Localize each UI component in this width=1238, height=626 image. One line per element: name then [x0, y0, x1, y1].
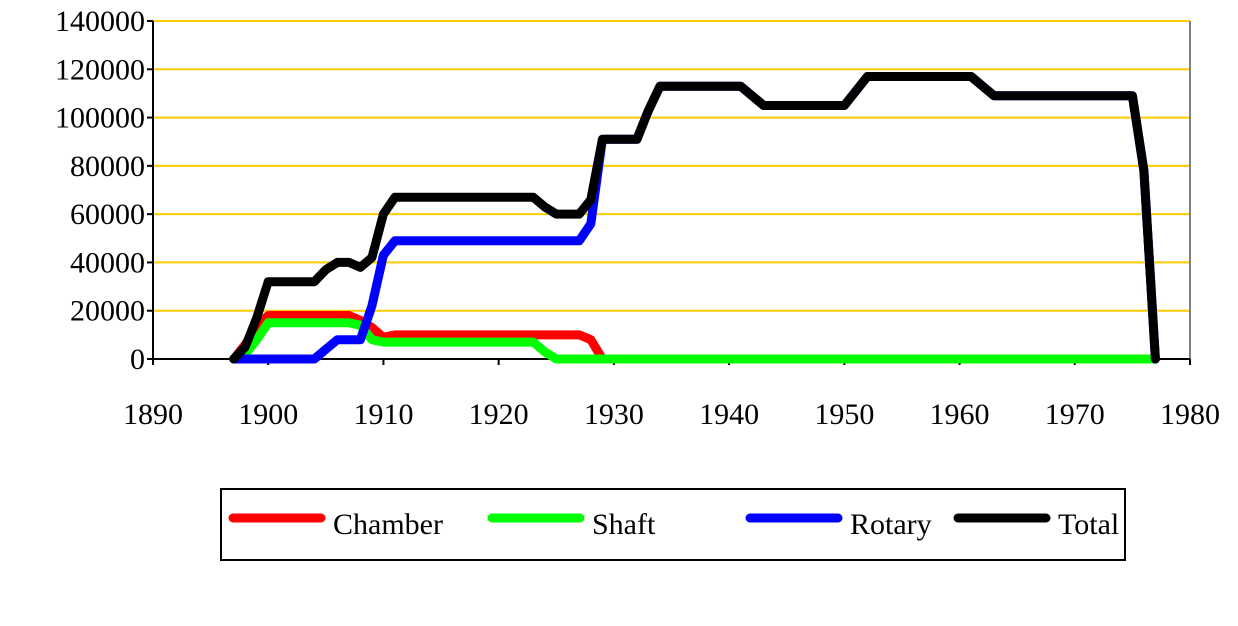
x-tick-label: 1910 [353, 398, 413, 431]
x-tick-label: 1950 [814, 398, 874, 431]
x-tick-label: 1920 [469, 398, 529, 431]
legend-label: Rotary [850, 508, 932, 541]
series-lines [229, 72, 1160, 364]
y-tick-label: 120000 [55, 53, 145, 86]
legend-label: Total [1058, 508, 1119, 541]
y-tick-label: 0 [130, 343, 145, 376]
legend-label: Chamber [333, 508, 443, 541]
legend: Chamber Shaft Rotary Total [220, 488, 1126, 561]
gridlines [153, 20, 1190, 312]
series-line-rotary [229, 72, 1160, 364]
tick-labels: 0 20000 40000 60000 80000 100000 120000 140000 1… [55, 5, 1220, 431]
x-tick-label: 1930 [584, 398, 644, 431]
legend-label: Shaft [592, 508, 656, 541]
y-tick-label: 40000 [70, 246, 145, 279]
series-line-total [229, 72, 1160, 364]
x-tick-label: 1890 [123, 398, 183, 431]
x-tick-label: 1940 [699, 398, 759, 431]
y-tick-label: 20000 [70, 295, 145, 328]
x-tick-label: 1900 [238, 398, 298, 431]
y-tick-label: 80000 [70, 150, 145, 183]
y-tick-label: 100000 [55, 102, 145, 135]
legend-box [220, 488, 1126, 561]
y-tick-label: 60000 [70, 198, 145, 231]
y-tick-label: 140000 [55, 5, 145, 38]
x-tick-label: 1960 [930, 398, 990, 431]
x-tick-label: 1970 [1045, 398, 1105, 431]
x-tick-label: 1980 [1160, 398, 1220, 431]
